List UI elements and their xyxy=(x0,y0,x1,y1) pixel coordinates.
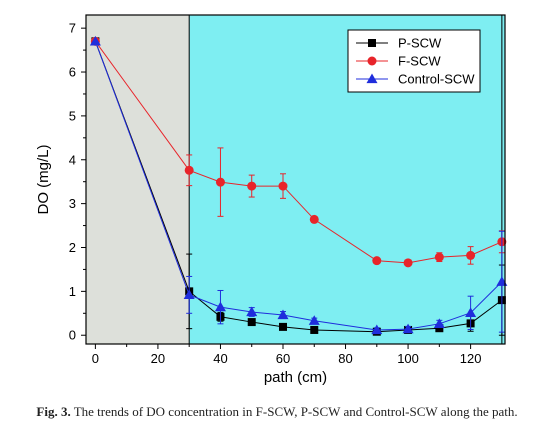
y-axis-ticks: 0 1 2 3 4 5 6 7 xyxy=(69,21,86,343)
caption-label: Fig. 3. xyxy=(36,404,71,419)
data-point xyxy=(278,322,287,331)
data-point xyxy=(184,165,194,175)
x-tick-label: 0 xyxy=(92,351,99,366)
data-point xyxy=(403,258,413,268)
data-point xyxy=(89,35,101,46)
x-axis-ticks: 0 20 40 60 80 100 120 xyxy=(92,344,482,366)
legend-label: F-SCW xyxy=(398,54,441,69)
y-tick-label: 4 xyxy=(69,152,76,167)
y-tick-label: 3 xyxy=(69,196,76,211)
data-point xyxy=(434,252,444,262)
y-axis-label: DO (mg/L) xyxy=(35,144,52,214)
legend: P-SCW F-SCW Control-SCW xyxy=(347,29,481,93)
y-tick-label: 7 xyxy=(69,21,76,36)
x-tick-label: 40 xyxy=(213,351,227,366)
x-tick-label: 20 xyxy=(151,351,165,366)
data-point xyxy=(278,181,288,191)
legend-label: Control-SCW xyxy=(398,72,475,87)
x-tick-label: 120 xyxy=(460,351,482,366)
region-0 xyxy=(86,15,190,344)
data-point xyxy=(435,324,444,333)
x-axis-label: path (cm) xyxy=(264,369,327,386)
legend-entry: F-SCW xyxy=(356,54,441,69)
data-point xyxy=(215,177,225,187)
legend-label: P-SCW xyxy=(398,36,442,51)
data-point xyxy=(246,306,258,317)
y-tick-label: 1 xyxy=(69,284,76,299)
y-tick-label: 2 xyxy=(69,240,76,255)
x-tick-label: 60 xyxy=(276,351,290,366)
legend-marker xyxy=(368,39,376,47)
data-point xyxy=(402,323,414,334)
series-Control-SCW xyxy=(89,35,508,335)
data-point xyxy=(214,301,226,312)
data-point xyxy=(372,256,382,266)
data-point xyxy=(277,309,289,320)
figure-caption: Fig. 3. The trends of DO concentration i… xyxy=(0,404,554,420)
plot-frame xyxy=(85,14,506,345)
legend-entry: Control-SCW xyxy=(356,72,475,87)
y-tick-label: 0 xyxy=(69,328,76,343)
caption-text: The trends of DO concentration in F-SCW,… xyxy=(70,404,518,419)
x-tick-label: 100 xyxy=(397,351,419,366)
y-tick-label: 5 xyxy=(69,108,76,123)
data-point xyxy=(183,289,195,299)
data-point xyxy=(247,181,257,191)
data-point xyxy=(308,315,320,325)
data-point xyxy=(371,324,383,335)
data-point xyxy=(309,214,319,224)
data-point xyxy=(247,318,256,327)
x-tick-label: 80 xyxy=(338,351,352,366)
data-point xyxy=(466,250,476,260)
data-series xyxy=(89,35,508,336)
data-point xyxy=(433,318,445,328)
do-trend-chart: 0 20 40 60 80 100 120 0 1 2 3 4 5 6 7 P-SCW F-SCW Contr… xyxy=(35,14,508,386)
legend-entry: P-SCW xyxy=(356,36,442,51)
legend-marker xyxy=(367,56,377,66)
data-point xyxy=(310,325,319,334)
data-point xyxy=(465,307,477,317)
y-tick-label: 6 xyxy=(69,65,76,80)
legend-marker xyxy=(366,73,378,84)
